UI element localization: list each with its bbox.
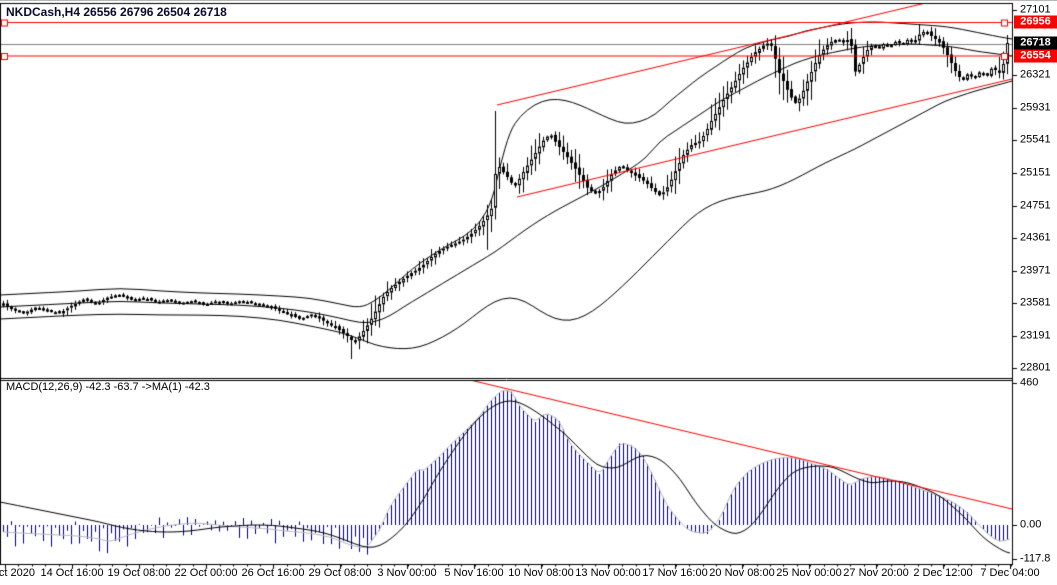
time-axis-label: 17 Nov 16:00 xyxy=(642,567,708,579)
time-axis-label: 20 Nov 08:00 xyxy=(709,567,775,579)
price-marker-badge: 26956 xyxy=(1014,15,1057,29)
chart-title-ohlc: NKDCash,H4 26556 26796 26504 26718 xyxy=(6,5,227,19)
price-axis-label: 22801 xyxy=(1020,361,1051,374)
macd-axis-label: -117.8 xyxy=(1020,552,1051,565)
time-axis-label: 2 Dec 12:00 xyxy=(913,567,973,579)
price-axis-label: 23971 xyxy=(1020,264,1051,277)
time-axis-label: 7 Dec 04:00 xyxy=(980,567,1040,579)
time-axis-label: 29 Oct 08:00 xyxy=(308,567,372,579)
price-axis-label: 27101 xyxy=(1020,3,1051,16)
time-axis-label: 13 Nov 00:00 xyxy=(575,567,641,579)
macd-indicator-label: MACD(12,26,9) -42.3 -63.7 ->MA(1) -42.3 xyxy=(6,381,210,393)
macd-axis-label: 460 xyxy=(1020,376,1039,389)
time-axis-label: 14 Oct 16:00 xyxy=(40,567,104,579)
time-axis-label: 19 Oct 08:00 xyxy=(107,567,171,579)
price-axis-label: 23581 xyxy=(1020,296,1051,309)
macd-axis-label: 0.00 xyxy=(1020,518,1042,531)
price-axis-label: 24751 xyxy=(1020,199,1051,212)
price-axis-label: 23191 xyxy=(1020,329,1051,342)
time-axis-label: 5 Nov 16:00 xyxy=(444,567,504,579)
time-axis-label: 3 Nov 00:00 xyxy=(377,567,437,579)
price-axis-label: 25151 xyxy=(1020,166,1051,179)
time-axis-label: 25 Nov 00:00 xyxy=(776,567,842,579)
price-axis-label: 25541 xyxy=(1020,133,1051,146)
time-axis-label: 22 Oct 00:00 xyxy=(174,567,238,579)
time-axis-label: 12 Oct 2020 xyxy=(0,567,35,579)
time-axis-label: 27 Nov 20:00 xyxy=(843,567,909,579)
price-marker-badge: 26718 xyxy=(1014,36,1057,50)
price-axis-label: 26321 xyxy=(1020,68,1051,81)
price-axis-label: 24361 xyxy=(1020,231,1051,244)
price-marker-badge: 26554 xyxy=(1014,49,1057,63)
time-axis-label: 10 Nov 08:00 xyxy=(508,567,574,579)
price-axis-label: 25931 xyxy=(1020,101,1051,114)
time-axis-label: 26 Oct 16:00 xyxy=(241,567,305,579)
